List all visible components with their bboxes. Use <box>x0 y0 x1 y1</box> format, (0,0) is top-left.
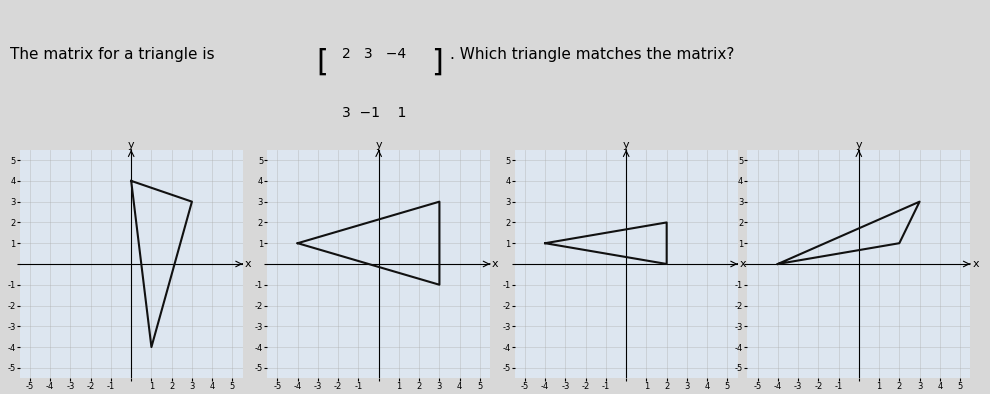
Text: The matrix for a triangle is: The matrix for a triangle is <box>10 47 215 62</box>
Text: 3  −1    1: 3 −1 1 <box>342 106 406 121</box>
Text: ]: ] <box>431 47 443 76</box>
Text: . Which triangle matches the matrix?: . Which triangle matches the matrix? <box>450 47 735 62</box>
Text: [: [ <box>317 47 329 76</box>
Text: x: x <box>245 259 251 269</box>
Text: 2   3   −4: 2 3 −4 <box>342 47 406 61</box>
Text: x: x <box>972 259 979 269</box>
Text: y: y <box>623 139 630 150</box>
Text: x: x <box>492 259 499 269</box>
Text: y: y <box>128 139 135 150</box>
Text: x: x <box>740 259 746 269</box>
Text: y: y <box>855 139 862 150</box>
Text: y: y <box>375 139 382 150</box>
